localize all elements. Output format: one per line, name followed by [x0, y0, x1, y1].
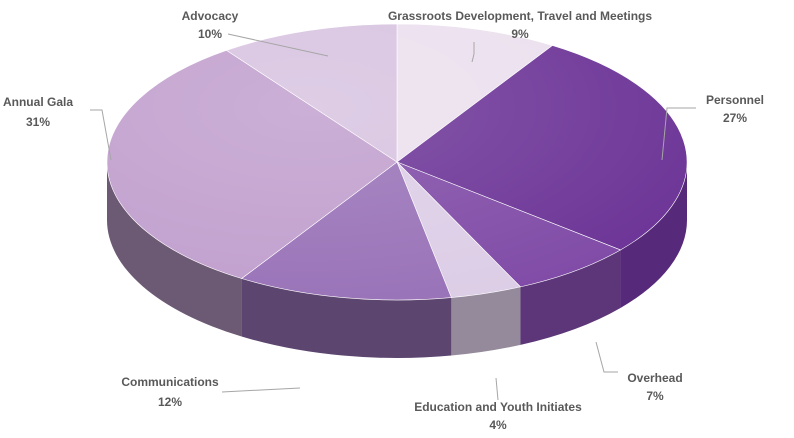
- label-communications: Communications: [121, 375, 219, 389]
- leader-line-personnel: [661, 107, 696, 161]
- pie-side-communications: [241, 278, 452, 358]
- pie-side-walls: [107, 162, 687, 358]
- percent-label-communications: 12%: [158, 395, 182, 409]
- pie-side-personnel: [620, 162, 687, 308]
- leader-line-communications: [221, 387, 301, 393]
- leader-lines: [90, 33, 696, 401]
- label-grassroots-development-travel-and-meetings: Grassroots Development, Travel and Meeti…: [388, 9, 652, 23]
- pie-highlight: [107, 24, 687, 300]
- leader-line-advocacy: [227, 33, 329, 57]
- label-annual-gala: Annual Gala: [3, 95, 73, 109]
- percent-label-overhead: 7%: [646, 389, 664, 403]
- leader-line-overhead: [595, 341, 618, 373]
- percent-label-personnel: 27%: [723, 111, 747, 125]
- percent-label-annual-gala: 31%: [26, 115, 50, 129]
- label-education-and-youth-initiates: Education and Youth Initiates: [414, 400, 582, 414]
- data-labels: Grassroots Development, Travel and Meeti…: [3, 9, 764, 432]
- pie-side-overhead: [520, 249, 621, 345]
- leader-line-grassroots-development-travel-and-meetings: [471, 42, 475, 63]
- label-overhead: Overhead: [627, 371, 682, 385]
- pie-side-education-and-youth-initiates: [451, 286, 521, 356]
- leader-line-annual-gala: [90, 109, 112, 161]
- percent-label-education-and-youth-initiates: 4%: [489, 418, 507, 432]
- label-advocacy: Advocacy: [182, 9, 239, 23]
- percent-label-grassroots-development-travel-and-meetings: 9%: [511, 27, 529, 41]
- leader-line-education-and-youth-initiates: [495, 377, 499, 401]
- label-personnel: Personnel: [706, 93, 764, 107]
- pie-side-annual-gala: [107, 162, 242, 337]
- percent-label-advocacy: 10%: [198, 27, 222, 41]
